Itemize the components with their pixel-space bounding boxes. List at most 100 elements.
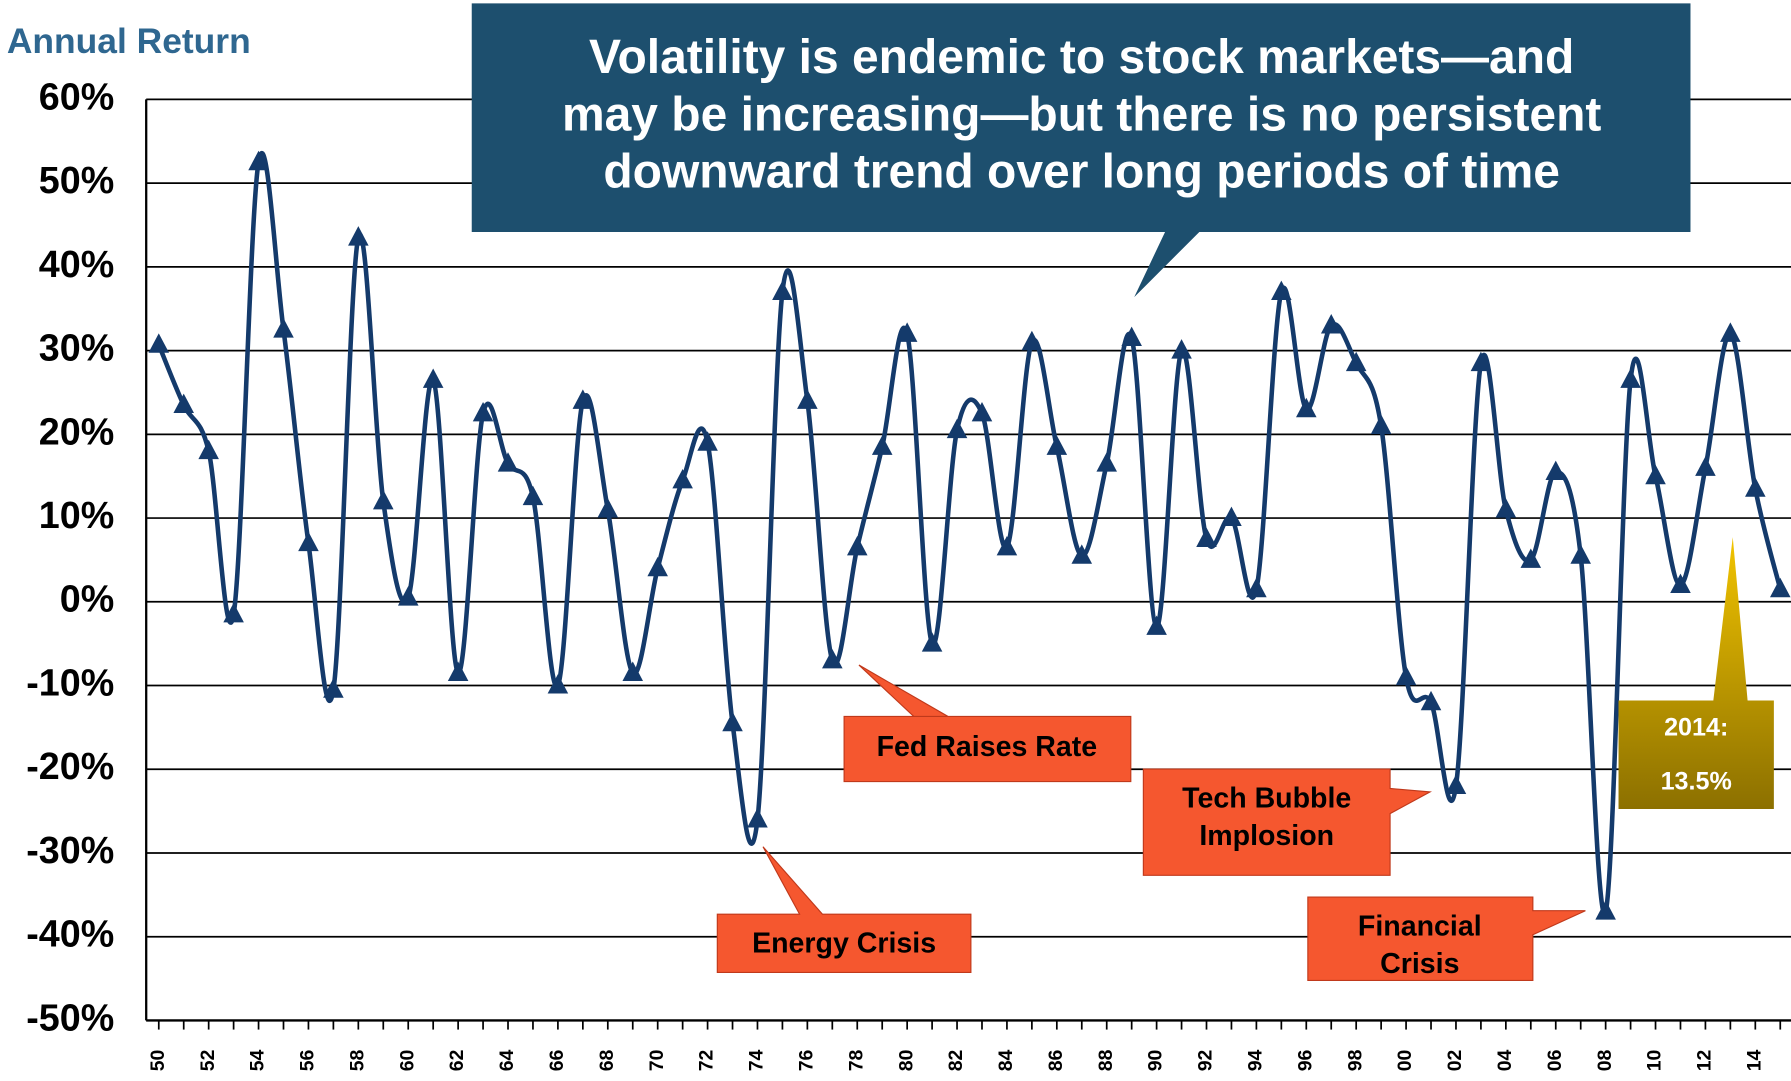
point-marker	[447, 661, 469, 681]
x-tick-label: 74	[746, 1049, 768, 1071]
point-marker	[223, 602, 244, 623]
y-tick-label: 40%	[39, 243, 114, 285]
point-marker	[373, 489, 394, 510]
point-marker	[797, 389, 818, 409]
x-tick-label: 12	[1694, 1049, 1716, 1071]
x-tick-label: 60	[396, 1050, 418, 1072]
x-tick-label: 84	[995, 1049, 1017, 1071]
point-marker	[772, 280, 793, 300]
point-marker	[1620, 368, 1641, 388]
point-marker	[1021, 330, 1043, 351]
point-marker	[1695, 456, 1716, 476]
point-marker	[1246, 577, 1267, 598]
point-marker	[472, 401, 494, 422]
y-tick-label: 30%	[39, 327, 114, 369]
point-marker	[1046, 435, 1068, 455]
point-marker	[1570, 544, 1591, 564]
point-marker	[497, 452, 519, 472]
point-marker	[822, 648, 843, 669]
annotation-text: Implosion	[1199, 820, 1334, 852]
annotation-callout	[1142, 768, 1433, 876]
x-tick-label: 58	[346, 1049, 368, 1071]
y-tick-label: -40%	[26, 913, 114, 955]
x-tick-label: 14	[1743, 1049, 1765, 1071]
y-tick-label: -50%	[26, 996, 114, 1038]
point-marker	[622, 661, 644, 681]
x-tick-label: 72	[696, 1049, 718, 1071]
x-tick-label: 04	[1494, 1049, 1516, 1071]
point-marker	[397, 586, 419, 606]
point-marker	[1520, 548, 1542, 568]
point-marker	[1370, 414, 1392, 434]
x-tick-label: 86	[1045, 1049, 1067, 1071]
point-marker	[1171, 339, 1192, 359]
x-tick-label: 88	[1095, 1049, 1117, 1071]
y-tick-label: 50%	[39, 159, 114, 201]
point-marker	[871, 435, 893, 455]
x-tick-label: 94	[1245, 1049, 1267, 1071]
point-marker	[572, 389, 594, 409]
point-marker	[1769, 577, 1791, 598]
x-tick-label: 08	[1594, 1049, 1616, 1071]
x-tick-label: 56	[297, 1049, 319, 1071]
point-marker	[1221, 506, 1242, 527]
point-marker	[1720, 322, 1741, 342]
x-tick-label: 54	[247, 1049, 269, 1071]
point-marker	[1420, 690, 1442, 711]
point-marker	[597, 498, 619, 518]
x-tick-label: 76	[795, 1049, 817, 1071]
y-tick-label: -10%	[26, 661, 114, 703]
point-marker	[522, 485, 544, 506]
point-marker	[422, 368, 444, 388]
point-marker	[1320, 314, 1342, 334]
point-marker	[971, 401, 993, 422]
point-marker	[846, 535, 868, 556]
annotation-text: 2014:	[1664, 714, 1728, 742]
x-tick-label: 02	[1444, 1049, 1466, 1071]
annotation-text: Energy Crisis	[752, 928, 936, 960]
x-tick-label: 00	[1394, 1050, 1416, 1072]
x-tick-label: 06	[1544, 1049, 1566, 1071]
x-tick-label: 78	[845, 1049, 867, 1071]
point-marker	[896, 322, 918, 342]
x-tick-label: 96	[1294, 1049, 1316, 1071]
title-callout	[471, 3, 1691, 298]
x-tick-label: 90	[1145, 1050, 1167, 1072]
x-tick-label: 62	[446, 1049, 468, 1071]
point-marker	[1495, 498, 1517, 518]
point-marker	[1745, 477, 1766, 497]
x-tick-label: 92	[1195, 1049, 1217, 1071]
point-marker	[1271, 280, 1292, 300]
point-marker	[1096, 452, 1117, 472]
point-marker	[1071, 544, 1093, 564]
point-marker	[1670, 573, 1691, 594]
y-tick-label: 60%	[39, 75, 114, 117]
point-marker	[148, 333, 170, 353]
point-marker	[173, 393, 194, 414]
point-marker	[273, 318, 294, 338]
y-tick-label: -30%	[26, 829, 114, 871]
x-tick-label: 68	[596, 1049, 618, 1071]
x-tick-label: 50	[147, 1050, 169, 1072]
point-marker	[1445, 774, 1467, 794]
point-marker	[1545, 460, 1567, 481]
y-tick-label: -20%	[26, 745, 114, 787]
point-marker	[946, 418, 968, 439]
y-tick-label: 20%	[39, 410, 114, 452]
point-marker	[1296, 397, 1317, 418]
annotation-text: Tech Bubble	[1182, 782, 1351, 814]
point-marker	[198, 439, 219, 460]
point-marker	[1196, 527, 1217, 547]
point-marker	[647, 556, 668, 577]
point-marker	[1121, 326, 1142, 347]
point-marker	[1345, 351, 1367, 372]
point-marker	[1395, 665, 1417, 686]
point-marker	[1470, 351, 1492, 372]
annotation-callout	[1307, 896, 1586, 982]
point-marker	[547, 674, 569, 694]
x-tick-label: 52	[197, 1049, 219, 1071]
point-marker	[747, 808, 768, 828]
title-line: Volatility is endemic to stock markets—a…	[589, 31, 1574, 84]
point-marker	[722, 711, 743, 732]
